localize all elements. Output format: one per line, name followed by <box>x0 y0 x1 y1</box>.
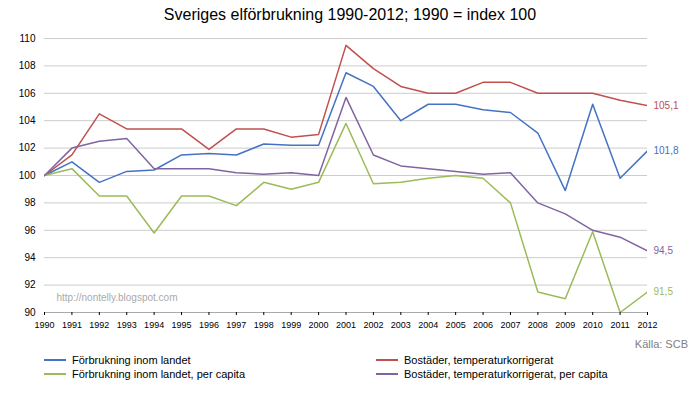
svg-text:102: 102 <box>19 142 36 153</box>
svg-text:106: 106 <box>19 88 36 99</box>
html-text:Förbrukning inom landet: Förbrukning inom landet <box>72 354 191 366</box>
svg-text:2002: 2002 <box>363 320 383 330</box>
svg-text:1990: 1990 <box>34 320 54 330</box>
svg-text:1996: 1996 <box>199 320 219 330</box>
svg-text:1995: 1995 <box>172 320 192 330</box>
svg-text:1993: 1993 <box>117 320 137 330</box>
svg-text:2003: 2003 <box>391 320 411 330</box>
svg-text:2011: 2011 <box>610 320 629 330</box>
svg-text:91,5: 91,5 <box>654 286 674 297</box>
svg-text:2005: 2005 <box>446 320 466 330</box>
svg-text:98: 98 <box>24 197 36 208</box>
svg-text:105,1: 105,1 <box>654 100 679 111</box>
svg-text:92: 92 <box>24 279 36 290</box>
svg-text:http://nontelly.blogspot.com: http://nontelly.blogspot.com <box>57 292 178 303</box>
svg-text:1991: 1991 <box>62 320 82 330</box>
html-text:Bostäder, temperaturkorrigerat: Bostäder, temperaturkorrigerat <box>404 354 554 366</box>
svg-text:2004: 2004 <box>418 320 438 330</box>
svg-text:1999: 1999 <box>281 320 301 330</box>
svg-text:94,5: 94,5 <box>654 245 674 256</box>
svg-text:1997: 1997 <box>226 320 246 330</box>
html-text:Förbrukning inom landet, per c: Förbrukning inom landet, per capita <box>72 368 245 380</box>
html-text:Bostäder, temperaturkorrigerat: Bostäder, temperaturkorrigerat, per capi… <box>404 368 608 380</box>
svg-text:2010: 2010 <box>583 320 603 330</box>
html-text:Källa: SCB: Källa: SCB <box>634 338 688 350</box>
svg-text:2001: 2001 <box>336 320 356 330</box>
svg-text:1998: 1998 <box>254 320 274 330</box>
svg-text:2007: 2007 <box>500 320 520 330</box>
svg-text:2000: 2000 <box>309 320 329 330</box>
svg-text:2008: 2008 <box>528 320 548 330</box>
svg-text:1992: 1992 <box>89 320 109 330</box>
svg-text:101,8: 101,8 <box>654 145 679 156</box>
svg-text:2006: 2006 <box>473 320 493 330</box>
svg-text:90: 90 <box>24 307 36 318</box>
html-text:Sveriges elförbrukning 1990-20: Sveriges elförbrukning 1990-2012; 1990 =… <box>163 6 537 23</box>
svg-text:100: 100 <box>19 170 36 181</box>
svg-text:108: 108 <box>19 60 36 71</box>
svg-text:2009: 2009 <box>555 320 575 330</box>
svg-text:96: 96 <box>24 225 36 236</box>
svg-text:110: 110 <box>20 33 36 44</box>
svg-text:94: 94 <box>24 252 36 263</box>
svg-text:1994: 1994 <box>144 320 164 330</box>
svg-text:104: 104 <box>19 115 36 126</box>
svg-text:2012: 2012 <box>637 320 657 330</box>
